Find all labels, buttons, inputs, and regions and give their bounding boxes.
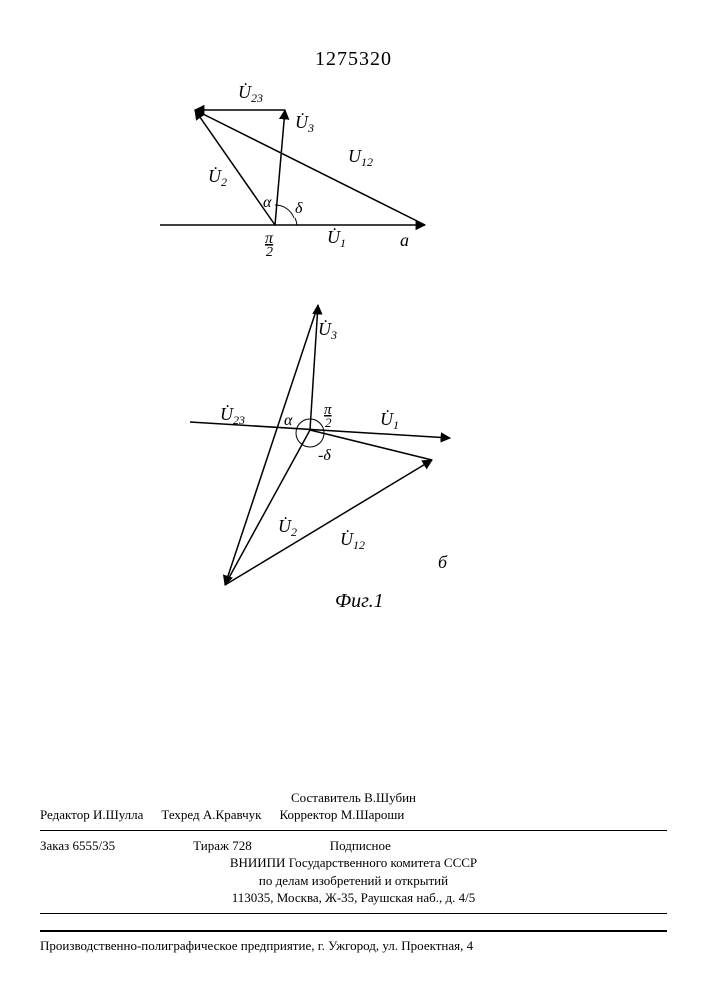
order-number: Заказ 6555/35: [40, 837, 115, 855]
label-u3-b: U̇3: [318, 318, 337, 342]
corrector-label: Корректор: [279, 807, 337, 822]
label-alpha-a: α: [263, 194, 272, 211]
label-u12-a: U12: [348, 146, 373, 169]
figure-caption: Фиг.1: [335, 590, 384, 613]
svg-text:2: 2: [266, 245, 273, 260]
label-u2-b: U̇2: [278, 515, 297, 539]
page: 1275320: [0, 0, 707, 1000]
label-delta-a: δ: [295, 200, 303, 217]
vector-diagrams-svg: U̇23 U̇3 U12 U̇2 α δ π 2 U̇1 а: [100, 80, 520, 640]
tech-editor-label: Техред: [161, 807, 199, 822]
label-sub-b: б: [438, 552, 448, 572]
label-sub-a: а: [400, 230, 409, 250]
label-u1-a: U̇1: [327, 226, 346, 250]
compiler-label: Составитель: [291, 790, 361, 805]
print-house: Производственно-полиграфическое предприя…: [40, 930, 667, 954]
compiler-name: В.Шубин: [364, 790, 416, 805]
svg-text:2: 2: [325, 415, 332, 430]
label-u23-b: U̇23: [220, 403, 245, 427]
org-address: 113035, Москва, Ж-35, Раушская наб., д. …: [40, 889, 667, 907]
tirage: Тираж 728: [193, 837, 252, 855]
diagram-b: U̇3 U̇23 α π 2 U̇1 -δ U̇2 U̇12 б: [190, 305, 450, 585]
label-u3-a: U̇3: [295, 111, 314, 135]
editor-label: Редактор: [40, 807, 90, 822]
subscription: Подписное: [330, 837, 391, 855]
tech-editor-name: А.Кравчук: [203, 807, 262, 822]
document-number: 1275320: [0, 48, 707, 71]
label-negdelta-b: -δ: [318, 447, 331, 464]
org-line-2: по делам изобретений и открытий: [40, 872, 667, 890]
label-u1-b: U̇1: [380, 408, 399, 432]
label-u12-b: U̇12: [340, 528, 365, 552]
label-alpha-b: α: [284, 412, 293, 429]
org-line-1: ВНИИПИ Государственного комитета СССР: [40, 854, 667, 872]
figure-area: U̇23 U̇3 U12 U̇2 α δ π 2 U̇1 а: [100, 80, 520, 620]
footer-block: Составитель В.Шубин Редактор И.Шулла Тех…: [40, 789, 667, 920]
label-u2-a: U̇2: [208, 165, 227, 189]
divider-icon: [40, 830, 667, 831]
label-u23-a: U̇23: [238, 81, 263, 105]
diagram-a: U̇23 U̇3 U12 U̇2 α δ π 2 U̇1 а: [160, 81, 425, 260]
corrector-name: М.Шароши: [341, 807, 405, 822]
divider-icon: [40, 913, 667, 914]
editor-name: И.Шулла: [93, 807, 143, 822]
